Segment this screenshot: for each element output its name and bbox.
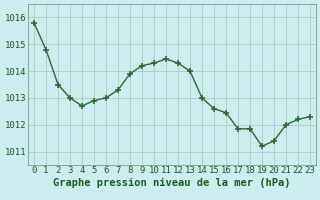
X-axis label: Graphe pression niveau de la mer (hPa): Graphe pression niveau de la mer (hPa) (53, 178, 291, 188)
